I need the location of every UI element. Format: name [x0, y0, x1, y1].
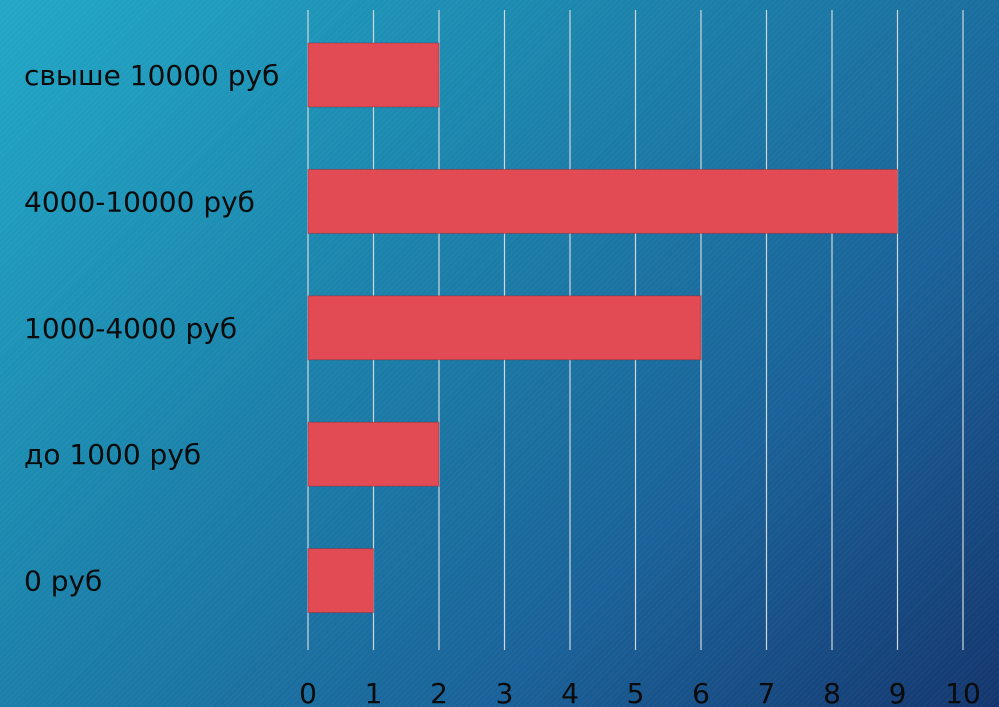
x-tick-label-9: 9: [889, 677, 907, 707]
x-tick-label-6: 6: [692, 677, 710, 707]
x-tick-label-0: 0: [299, 677, 317, 707]
bars: [307, 42, 898, 614]
category-labels: свыше 10000 руб 4000-10000 руб 1000-4000 р…: [24, 59, 279, 598]
bar-5: [307, 548, 374, 614]
x-tick-label-1: 1: [365, 677, 383, 707]
x-tick-label-8: 8: [823, 677, 841, 707]
x-tick-label-7: 7: [758, 677, 776, 707]
x-tick-label-2: 2: [430, 677, 448, 707]
x-tick-label-10: 10: [945, 677, 981, 707]
x-axis-ticks: 0 1 2 3 4 5 6 7 8 9 10: [299, 677, 981, 707]
x-tick-label-3: 3: [496, 677, 514, 707]
bar-2: [307, 168, 898, 234]
bar-4: [307, 421, 440, 487]
category-label-2: 4000-10000 руб: [24, 185, 255, 218]
bar-1: [307, 42, 440, 108]
category-label-1: свыше 10000 руб: [24, 59, 279, 92]
x-tick-label-5: 5: [627, 677, 645, 707]
bar-3: [307, 295, 702, 361]
x-tick-label-4: 4: [561, 677, 579, 707]
category-label-3: 1000-4000 руб: [24, 312, 237, 345]
category-label-4: до 1000 руб: [24, 438, 201, 471]
category-label-5: 0 руб: [24, 565, 102, 598]
